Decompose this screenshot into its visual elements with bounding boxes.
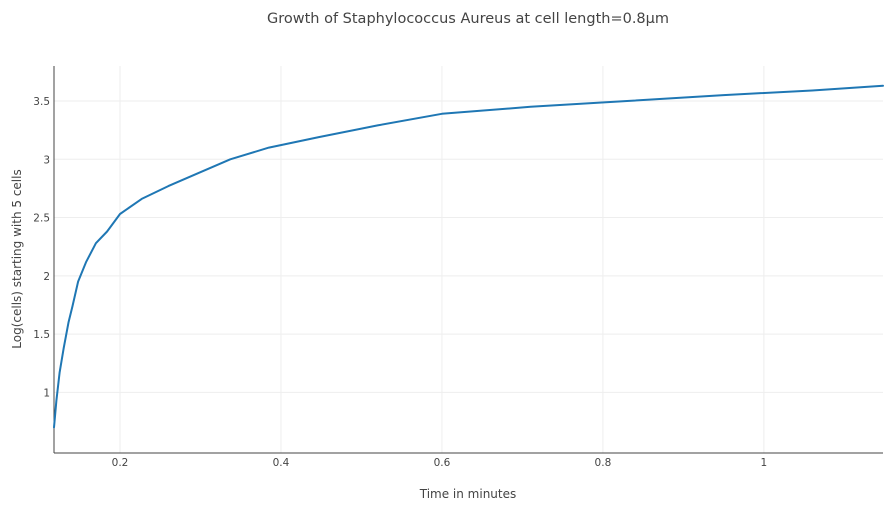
x-tick-label: 1 (761, 457, 768, 469)
x-tick-label: 0.4 (273, 457, 290, 469)
chart-title: Growth of Staphylococcus Aureus at cell … (267, 11, 669, 27)
y-tick-label: 3.5 (33, 96, 50, 108)
y-tick-label: 3 (43, 154, 50, 166)
axis-layer (53, 66, 883, 454)
y-tick-label: 2.5 (33, 213, 50, 225)
series-line (53, 84, 884, 429)
series-layer (53, 84, 884, 429)
x-tick-label: 0.2 (112, 457, 129, 469)
x-tick-label: 0.6 (434, 457, 451, 469)
y-tick-label: 1.5 (33, 329, 50, 341)
x-axis-title: Time in minutes (419, 487, 517, 501)
tick-label-layer: 0.2 0.4 0.6 0.8 1 1 1.5 2 2.5 3 3.5 (33, 96, 767, 469)
x-tick-label: 0.8 (595, 457, 612, 469)
y-axis-title: Log(cells) starting with 5 cells (10, 169, 24, 348)
y-tick-label: 2 (43, 271, 50, 283)
grid-layer (54, 66, 883, 453)
y-tick-label: 1 (43, 387, 50, 399)
